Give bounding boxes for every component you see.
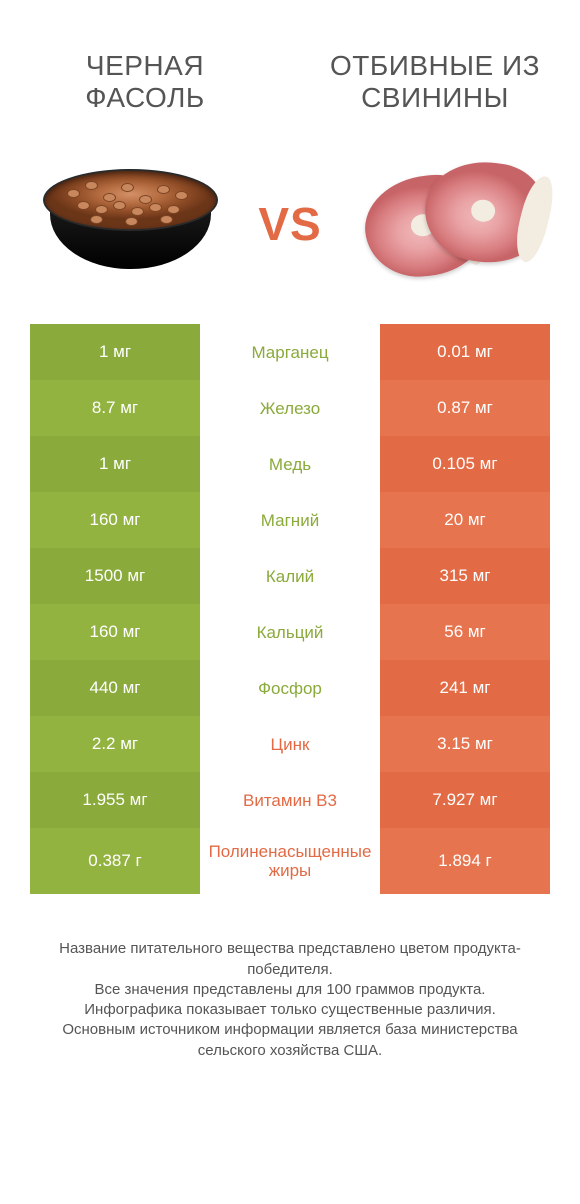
left-value: 2.2 мг xyxy=(30,716,200,772)
vs-row: VS xyxy=(30,149,550,299)
right-product-image xyxy=(350,149,550,299)
footer-line: Все значения представлены для 100 граммо… xyxy=(34,980,546,1000)
infographic-container: ЧЕРНАЯ ФАСОЛЬ ОТБИВНЫЕ ИЗ СВИНИНЫ xyxy=(0,0,580,1101)
left-value: 8.7 мг xyxy=(30,380,200,436)
footer-line: Название питательного вещества представл… xyxy=(34,939,546,980)
right-value: 56 мг xyxy=(380,604,550,660)
beans-bowl-icon xyxy=(43,169,218,279)
table-row: 1500 мгКалий315 мг xyxy=(30,548,550,604)
left-value: 1 мг xyxy=(30,436,200,492)
nutrient-label: Фосфор xyxy=(200,660,380,716)
right-value: 0.87 мг xyxy=(380,380,550,436)
right-value: 20 мг xyxy=(380,492,550,548)
footer-notes: Название питательного вещества представл… xyxy=(30,939,550,1061)
table-row: 1 мгМарганец0.01 мг xyxy=(30,324,550,380)
left-value: 160 мг xyxy=(30,492,200,548)
vs-label: VS xyxy=(258,197,321,251)
right-value: 1.894 г xyxy=(380,828,550,894)
table-row: 160 мгМагний20 мг xyxy=(30,492,550,548)
nutrient-label: Железо xyxy=(200,380,380,436)
left-value: 160 мг xyxy=(30,604,200,660)
right-product-title: ОТБИВНЫЕ ИЗ СВИНИНЫ xyxy=(320,50,550,114)
footer-line: Инфографика показывает только существенн… xyxy=(34,1000,546,1020)
right-value: 0.105 мг xyxy=(380,436,550,492)
nutrient-label: Магний xyxy=(200,492,380,548)
comparison-table: 1 мгМарганец0.01 мг8.7 мгЖелезо0.87 мг1 … xyxy=(30,324,550,894)
nutrient-label: Витамин B3 xyxy=(200,772,380,828)
right-value: 3.15 мг xyxy=(380,716,550,772)
left-value: 1500 мг xyxy=(30,548,200,604)
left-value: 0.387 г xyxy=(30,828,200,894)
left-value: 1 мг xyxy=(30,324,200,380)
left-product-title: ЧЕРНАЯ ФАСОЛЬ xyxy=(30,50,260,114)
right-value: 315 мг xyxy=(380,548,550,604)
footer-line: Основным источником информации является … xyxy=(34,1020,546,1061)
table-row: 1.955 мгВитамин B37.927 мг xyxy=(30,772,550,828)
header: ЧЕРНАЯ ФАСОЛЬ ОТБИВНЫЕ ИЗ СВИНИНЫ xyxy=(30,0,550,124)
table-row: 8.7 мгЖелезо0.87 мг xyxy=(30,380,550,436)
left-product-image xyxy=(30,149,230,299)
nutrient-label: Кальций xyxy=(200,604,380,660)
left-value: 440 мг xyxy=(30,660,200,716)
nutrient-label: Калий xyxy=(200,548,380,604)
table-row: 440 мгФосфор241 мг xyxy=(30,660,550,716)
table-row: 1 мгМедь0.105 мг xyxy=(30,436,550,492)
nutrient-label: Полиненасыщенные жиры xyxy=(200,828,380,894)
nutrient-label: Марганец xyxy=(200,324,380,380)
table-row: 160 мгКальций56 мг xyxy=(30,604,550,660)
nutrient-label: Медь xyxy=(200,436,380,492)
right-value: 7.927 мг xyxy=(380,772,550,828)
right-value: 241 мг xyxy=(380,660,550,716)
left-value: 1.955 мг xyxy=(30,772,200,828)
pork-chops-icon xyxy=(355,154,545,294)
nutrient-label: Цинк xyxy=(200,716,380,772)
table-row: 2.2 мгЦинк3.15 мг xyxy=(30,716,550,772)
table-row: 0.387 гПолиненасыщенные жиры1.894 г xyxy=(30,828,550,894)
right-value: 0.01 мг xyxy=(380,324,550,380)
